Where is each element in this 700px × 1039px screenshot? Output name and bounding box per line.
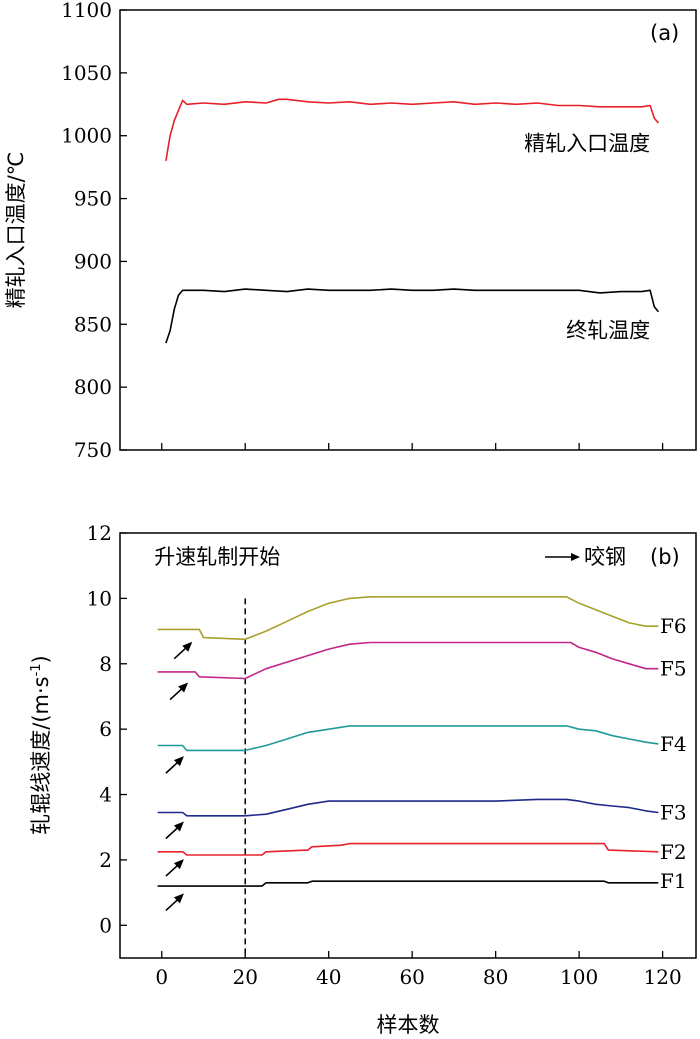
panel-b-arrows: [165, 641, 193, 912]
panel-b-x-tick-label: 100: [560, 965, 598, 989]
panel-b-series: [157, 595, 659, 887]
panel-b-y-tick-label: 12: [87, 521, 112, 545]
panel-a-y-ticks: 750 800 850 900 950 1000 1050 1100: [61, 0, 664, 462]
legend-bite: 咬钢: [545, 545, 626, 569]
bite-arrow-icon: [165, 821, 184, 840]
series-line-finish-temp: [165, 288, 660, 344]
series-line-f5: [157, 641, 659, 680]
panel-a-frame: [119, 9, 697, 451]
legend-arrow-icon: [571, 553, 580, 561]
series-label-f4: F4: [660, 732, 687, 756]
bite-arrow-shaft: [165, 826, 179, 840]
panel-b-y-tick-label: 2: [99, 848, 112, 872]
series-label-f1: F1: [660, 869, 687, 893]
annotation-finish-temp: 终轧温度: [566, 319, 650, 343]
series-line-f2: [157, 842, 659, 856]
bite-arrow-head: [173, 756, 184, 767]
panel-b-y-axis-title: 轧辊线速度/(m·s-1): [29, 655, 53, 835]
panel-b-frame: [119, 532, 697, 959]
panel-b-x-tick-label: 20: [232, 965, 257, 989]
series-label-f5: F5: [660, 657, 687, 681]
panel-b-x-axis-title: 样本数: [377, 1013, 440, 1037]
bite-arrow-shaft: [165, 898, 179, 912]
series-line-f3: [157, 798, 659, 817]
panel-a-y-tick-label: 1050: [61, 61, 112, 85]
panel-b-x-ticks: 0 20 40 60 80 100 120: [155, 951, 682, 989]
bite-arrow-head: [173, 893, 184, 904]
speed-up-start-label: 升速轧制开始: [154, 545, 280, 569]
y-axis-title-sup: -1: [29, 663, 44, 676]
panel-b-y-tick-label: 8: [99, 652, 112, 676]
series-label-f3: F3: [660, 801, 687, 825]
series-line-f1: [157, 880, 659, 887]
bite-arrow-head: [182, 641, 193, 652]
panel-a-y-tick-label: 900: [74, 249, 112, 273]
panel-b-y-tick-label: 0: [99, 913, 112, 937]
panel-b-x-tick-label: 0: [155, 965, 168, 989]
bite-arrow-icon: [165, 893, 184, 912]
bite-arrow-icon: [165, 756, 184, 774]
series-line-entry-temp: [165, 98, 660, 162]
panel-b-x-tick-label: 80: [483, 965, 508, 989]
bite-arrow-icon: [173, 641, 193, 660]
legend-bite-label: 咬钢: [584, 545, 626, 569]
panel-a-y-axis-title: 精轧入口温度/℃: [4, 152, 28, 309]
series-line-f6: [157, 595, 659, 641]
panel-a-y-tick-label: 850: [74, 312, 112, 336]
panel-a-label: (a): [650, 21, 679, 45]
panel-b-x-tick-label: 120: [644, 965, 682, 989]
bite-arrow-head: [173, 821, 184, 832]
panel-a-y-tick-label: 800: [74, 375, 112, 399]
bite-arrow-shaft: [169, 687, 183, 701]
panel-a-y-tick-label: 1000: [61, 124, 112, 148]
panel-b-series-labels: F1 F2 F3 F4 F5 F6: [660, 614, 687, 893]
panel-a-y-tick-label: 1100: [61, 0, 112, 22]
series-label-f2: F2: [660, 840, 687, 864]
bite-arrow-icon: [169, 682, 189, 701]
panel-a: 750 800 850 900 950 1000 1050 1100 (a) 精轧入口温度 终…: [4, 0, 697, 462]
y-axis-title-close: ): [29, 655, 53, 663]
annotation-entry-temp: 精轧入口温度: [524, 131, 650, 155]
bite-arrow-shaft: [173, 647, 187, 660]
bite-arrow-head: [173, 859, 184, 870]
bite-arrow-icon: [165, 859, 184, 877]
panel-b-x-tick-label: 60: [399, 965, 424, 989]
panel-b-y-tick-label: 10: [87, 586, 112, 610]
panel-b-y-ticks: 0 2 4 6 8 10 12: [87, 521, 127, 937]
panel-b-label: (b): [650, 545, 680, 569]
panel-b-x-tick-label: 40: [316, 965, 341, 989]
bite-arrow-shaft: [165, 864, 179, 877]
bite-arrow-head: [178, 682, 189, 693]
panel-a-y-tick-label: 750: [74, 438, 112, 462]
y-axis-title-main: 轧辊线速度/(m·s: [29, 676, 53, 834]
panel-b-y-tick-label: 4: [99, 783, 112, 807]
bite-arrow-shaft: [165, 761, 179, 774]
series-line-f4: [157, 725, 659, 752]
panel-b-y-tick-label: 6: [99, 717, 112, 741]
panel-a-series: [165, 98, 660, 344]
panel-a-y-tick-label: 950: [74, 187, 112, 211]
series-label-f6: F6: [660, 614, 687, 638]
